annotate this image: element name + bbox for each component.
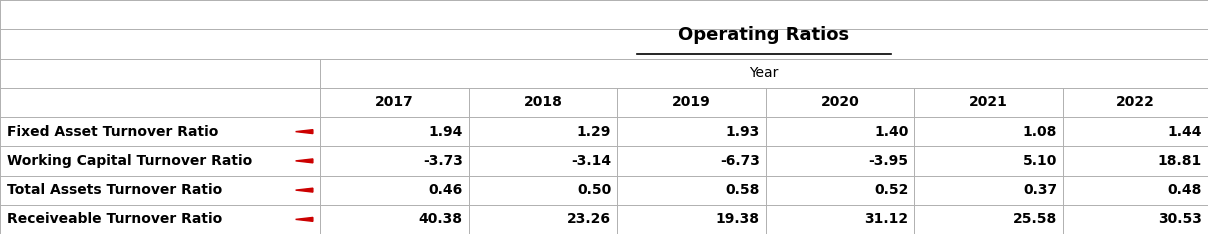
Text: 0.50: 0.50: [577, 183, 611, 197]
Text: 18.81: 18.81: [1157, 154, 1202, 168]
Text: 0.48: 0.48: [1168, 183, 1202, 197]
Text: 2017: 2017: [374, 95, 414, 109]
Text: -3.73: -3.73: [423, 154, 463, 168]
Text: 40.38: 40.38: [419, 212, 463, 226]
Text: Fixed Asset Turnover Ratio: Fixed Asset Turnover Ratio: [7, 125, 219, 139]
Text: 1.94: 1.94: [429, 125, 463, 139]
Text: 25.58: 25.58: [1012, 212, 1057, 226]
Polygon shape: [296, 159, 313, 163]
Text: Working Capital Turnover Ratio: Working Capital Turnover Ratio: [7, 154, 252, 168]
Text: 2021: 2021: [969, 95, 1009, 109]
Text: 2019: 2019: [672, 95, 712, 109]
Text: Year: Year: [749, 66, 779, 80]
Text: -3.14: -3.14: [571, 154, 611, 168]
Text: 5.10: 5.10: [1023, 154, 1057, 168]
Text: 2020: 2020: [820, 95, 860, 109]
Text: 1.93: 1.93: [726, 125, 760, 139]
Polygon shape: [296, 217, 313, 221]
Text: 0.46: 0.46: [429, 183, 463, 197]
Polygon shape: [296, 188, 313, 192]
Text: 31.12: 31.12: [864, 212, 908, 226]
Text: -3.95: -3.95: [869, 154, 908, 168]
Text: 0.58: 0.58: [726, 183, 760, 197]
Text: 1.40: 1.40: [875, 125, 908, 139]
Text: 2018: 2018: [523, 95, 563, 109]
Text: 2022: 2022: [1116, 95, 1155, 109]
Polygon shape: [296, 130, 313, 134]
Text: 1.44: 1.44: [1167, 125, 1202, 139]
Text: Operating Ratios: Operating Ratios: [679, 26, 849, 44]
Text: 1.29: 1.29: [577, 125, 611, 139]
Text: Receiveable Turnover Ratio: Receiveable Turnover Ratio: [7, 212, 222, 226]
Text: -6.73: -6.73: [720, 154, 760, 168]
Text: Total Assets Turnover Ratio: Total Assets Turnover Ratio: [7, 183, 222, 197]
Text: 1.08: 1.08: [1023, 125, 1057, 139]
Text: 0.37: 0.37: [1023, 183, 1057, 197]
Text: 19.38: 19.38: [716, 212, 760, 226]
Text: 0.52: 0.52: [875, 183, 908, 197]
Text: 30.53: 30.53: [1158, 212, 1202, 226]
Text: 23.26: 23.26: [568, 212, 611, 226]
